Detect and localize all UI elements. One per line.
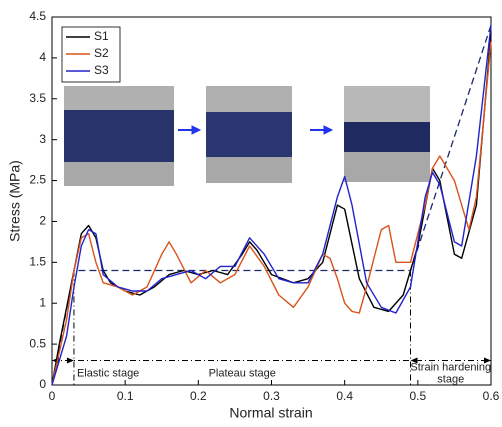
annotation: Plateau stage xyxy=(209,367,276,379)
arrow-head xyxy=(484,357,491,364)
photo-final xyxy=(344,86,430,182)
x-tick-label: 0.3 xyxy=(263,389,280,403)
legend-label: S2 xyxy=(94,46,109,60)
x-tick-label: 0 xyxy=(49,389,56,403)
legend-label: S3 xyxy=(94,63,109,77)
annotation: Strain hardening xyxy=(410,361,491,373)
y-tick-label: 2 xyxy=(39,214,46,228)
series-line xyxy=(51,25,492,386)
x-tick-label: 0.1 xyxy=(117,389,134,403)
annotation: stage xyxy=(437,373,464,385)
y-tick-label: 0.5 xyxy=(29,336,46,350)
y-tick-label: 0 xyxy=(39,377,46,391)
y-tick-label: 1.5 xyxy=(29,255,46,269)
y-tick-label: 4.5 xyxy=(29,9,46,23)
x-tick-label: 0.4 xyxy=(336,389,353,403)
annotation: Elastic stage xyxy=(77,367,139,379)
y-axis-label: Stress (MPa) xyxy=(7,160,23,242)
arrow xyxy=(178,125,334,135)
series-line xyxy=(51,41,492,386)
photo-initial xyxy=(64,86,174,186)
y-tick-label: 3 xyxy=(39,132,46,146)
y-tick-label: 2.5 xyxy=(29,173,46,187)
arrow-head xyxy=(66,357,74,364)
photo-middle xyxy=(206,86,292,183)
legend-label: S1 xyxy=(94,29,109,43)
arrow-head xyxy=(410,357,418,364)
x-tick-label: 0.2 xyxy=(190,389,207,403)
x-tick-label: 0.6 xyxy=(483,389,500,403)
y-tick-label: 1 xyxy=(39,295,46,309)
x-axis-label: Normal strain xyxy=(229,405,312,421)
y-tick-label: 4 xyxy=(39,50,46,64)
x-tick-label: 0.5 xyxy=(409,389,426,403)
y-tick-label: 3.5 xyxy=(29,91,46,105)
